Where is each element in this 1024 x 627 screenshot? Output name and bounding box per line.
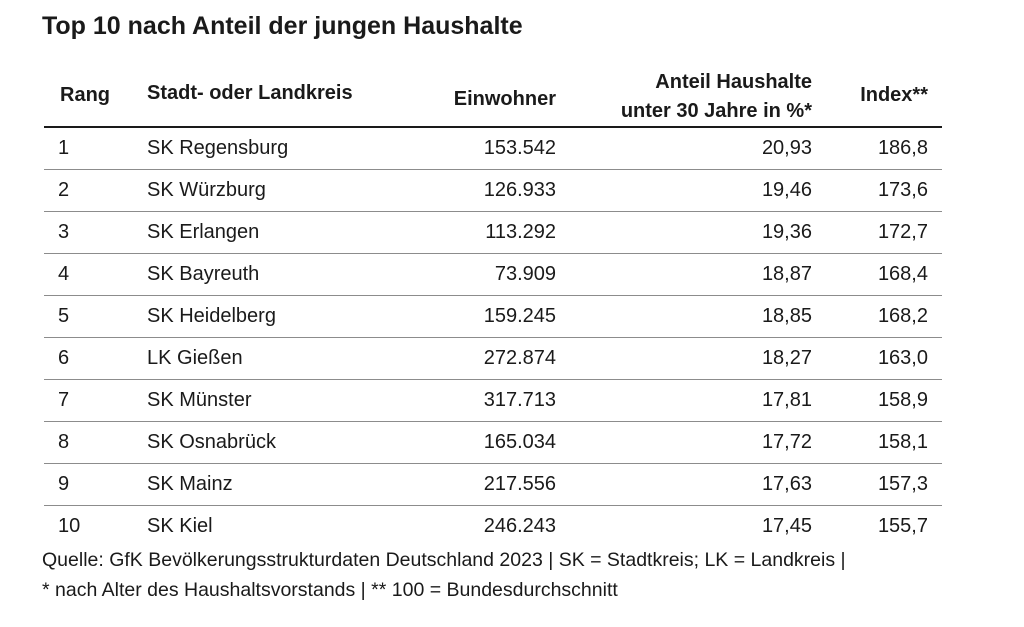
cell-anteil: 17,63	[761, 473, 812, 495]
cell-kreis: SK Münster	[147, 389, 252, 411]
cell-index: 172,7	[877, 221, 928, 243]
header-kreis: Stadt- oder Landkreis	[147, 82, 353, 104]
ranking-table: Rang Stadt- oder Landkreis Einwohner Ant…	[44, 62, 942, 547]
cell-index: 168,2	[877, 305, 928, 327]
cell-rang: 6	[58, 347, 70, 369]
cell-rang: 8	[58, 431, 70, 453]
cell-rang: 4	[58, 263, 70, 285]
cell-rang: 2	[58, 179, 70, 201]
table-row: 9 SK Mainz 217.556 17,63 157,3	[44, 464, 942, 506]
cell-kreis: SK Osnabrück	[147, 431, 276, 453]
cell-index: 163,0	[877, 347, 928, 369]
cell-einwohner: 272.874	[483, 347, 556, 369]
page-title: Top 10 nach Anteil der jungen Haushalte	[42, 12, 523, 40]
cell-index: 158,9	[877, 389, 928, 411]
cell-kreis: SK Kiel	[147, 515, 213, 537]
source-footnote: Quelle: GfK Bevölkerungsstrukturdaten De…	[42, 545, 982, 605]
footnote-line-1: Quelle: GfK Bevölkerungsstrukturdaten De…	[42, 549, 846, 571]
cell-einwohner: 159.245	[483, 305, 556, 327]
footnote-line-2: * nach Alter des Haushaltsvorstands | **…	[42, 579, 618, 601]
table-row: 2 SK Würzburg 126.933 19,46 173,6	[44, 170, 942, 212]
cell-index: 155,7	[877, 515, 928, 537]
cell-index: 168,4	[877, 263, 928, 285]
header-einwohner: Einwohner	[453, 88, 556, 110]
cell-anteil: 18,27	[761, 347, 812, 369]
table-row: 7 SK Münster 317.713 17,81 158,9	[44, 380, 942, 422]
table-body: 1 SK Regensburg 153.542 20,93 186,8 2 SK Würzb…	[44, 128, 942, 547]
cell-anteil: 17,72	[761, 431, 812, 453]
table-row: 6 LK Gießen 272.874 18,27 163,0	[44, 338, 942, 380]
table-header: Rang Stadt- oder Landkreis Einwohner Ant…	[44, 62, 942, 128]
cell-anteil: 18,87	[761, 263, 812, 285]
header-anteil-line2: unter 30 Jahre in %*	[620, 100, 812, 122]
table-row: 8 SK Osnabrück 165.034 17,72 158,1	[44, 422, 942, 464]
cell-rang: 5	[58, 305, 70, 327]
cell-index: 173,6	[877, 179, 928, 201]
cell-index: 186,8	[877, 137, 928, 159]
table-row: 5 SK Heidelberg 159.245 18,85 168,2	[44, 296, 942, 338]
cell-einwohner: 165.034	[483, 431, 556, 453]
header-rang: Rang	[60, 84, 110, 106]
cell-kreis: LK Gießen	[147, 347, 243, 369]
cell-rang: 1	[58, 137, 70, 159]
table-row: 1 SK Regensburg 153.542 20,93 186,8	[44, 128, 942, 170]
cell-kreis: SK Würzburg	[147, 179, 266, 201]
cell-kreis: SK Erlangen	[147, 221, 260, 243]
cell-einwohner: 113.292	[485, 221, 556, 243]
cell-kreis: SK Regensburg	[147, 137, 289, 159]
cell-rang: 3	[58, 221, 70, 243]
cell-anteil: 18,85	[761, 305, 812, 327]
cell-einwohner: 73.909	[494, 263, 556, 285]
cell-kreis: SK Heidelberg	[147, 305, 276, 327]
cell-rang: 7	[58, 389, 70, 411]
cell-einwohner: 317.713	[483, 389, 556, 411]
cell-kreis: SK Mainz	[147, 473, 233, 495]
table-row: 4 SK Bayreuth 73.909 18,87 168,4	[44, 254, 942, 296]
cell-einwohner: 153.542	[483, 137, 556, 159]
cell-einwohner: 217.556	[483, 473, 556, 495]
cell-anteil: 17,45	[761, 515, 812, 537]
table-row: 10 SK Kiel 246.243 17,45 155,7	[44, 506, 942, 547]
header-index: Index**	[860, 84, 928, 106]
cell-index: 158,1	[877, 431, 928, 453]
cell-anteil: 19,36	[761, 221, 812, 243]
cell-index: 157,3	[877, 473, 928, 495]
cell-anteil: 20,93	[761, 137, 812, 159]
cell-einwohner: 126.933	[483, 179, 556, 201]
table-row: 3 SK Erlangen 113.292 19,36 172,7	[44, 212, 942, 254]
header-anteil: Anteil Haushalte unter 30 Jahre in %*	[621, 68, 812, 126]
cell-anteil: 19,46	[761, 179, 812, 201]
cell-anteil: 17,81	[761, 389, 812, 411]
cell-rang: 10	[58, 515, 81, 537]
header-anteil-line1: Anteil Haushalte	[655, 71, 812, 93]
cell-rang: 9	[58, 473, 70, 495]
cell-einwohner: 246.243	[483, 515, 556, 537]
cell-kreis: SK Bayreuth	[147, 263, 260, 285]
